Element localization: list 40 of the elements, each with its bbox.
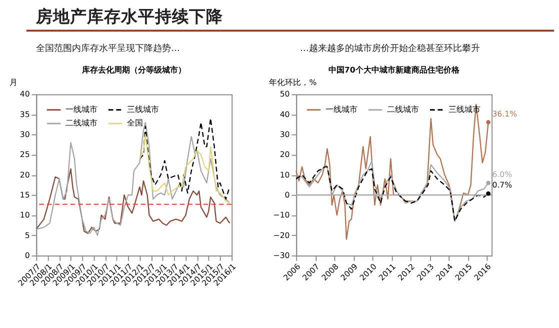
y-axis-title: 年化环比，% [269, 78, 317, 87]
y-tick-label: 20 [20, 170, 30, 180]
legend-label: 二线城市 [387, 104, 419, 114]
y-tick-label: 5 [24, 230, 30, 240]
y-tick-label: 10 [280, 170, 290, 180]
point [486, 191, 491, 196]
y-tick-label: −10 [273, 210, 290, 220]
legend-label: 二线城市 [65, 118, 98, 128]
point [486, 120, 491, 124]
legend-label: 一线城市 [65, 104, 98, 114]
y-tick-label: 30 [20, 130, 30, 139]
chart-title: 库存去化周期（分等级城市） [80, 64, 186, 75]
y-tick-label: 0 [284, 190, 290, 200]
text: 全国范围内库存水平呈现下降趋势… [36, 43, 180, 54]
y-tick-label: 0 [24, 250, 30, 260]
y-tick-label: 10 [20, 210, 30, 220]
legend-label: 一线城市 [325, 104, 358, 114]
point [486, 180, 491, 186]
data-label: 0.7% [492, 180, 512, 190]
data-label: 6.0% [492, 170, 512, 180]
y-tick-label: 15 [20, 190, 30, 200]
y-axis-title: 月 [9, 78, 18, 87]
y-tick-label: −30 [273, 250, 290, 260]
y-tick-label: −20 [273, 230, 290, 240]
y-tick-label: 20 [280, 150, 290, 160]
chart-title: 中国70个大中城市新建商品住宅价格 [328, 64, 460, 75]
line-series [139, 134, 230, 204]
line-series [36, 168, 230, 234]
y-tick-label: 40 [20, 90, 30, 99]
y-tick-label: 30 [280, 130, 290, 139]
text: …越来越多的城市房价开始企稳甚至环比攀升 [300, 43, 480, 54]
data-label: 36.1% [492, 109, 518, 118]
y-tick-label: 40 [280, 110, 290, 119]
text: 房地产库存水平持续下降 [35, 6, 224, 26]
legend-label: 全国 [127, 118, 144, 128]
legend-label: 三线城市 [127, 104, 160, 114]
line-series [296, 104, 491, 240]
y-tick-label: 25 [20, 150, 30, 160]
y-tick-label: 50 [280, 90, 290, 99]
y-tick-label: 35 [20, 110, 30, 119]
